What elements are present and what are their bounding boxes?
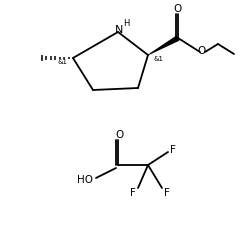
Text: O: O [115, 130, 123, 140]
Text: F: F [130, 188, 136, 198]
Text: HO: HO [77, 175, 93, 185]
Text: F: F [170, 145, 176, 155]
Text: F: F [164, 188, 170, 198]
Polygon shape [148, 35, 180, 55]
Text: &1: &1 [153, 56, 163, 62]
Text: N: N [115, 25, 123, 35]
Text: &1: &1 [58, 59, 68, 65]
Text: O: O [174, 4, 182, 14]
Text: H: H [123, 20, 129, 28]
Text: O: O [197, 46, 205, 56]
